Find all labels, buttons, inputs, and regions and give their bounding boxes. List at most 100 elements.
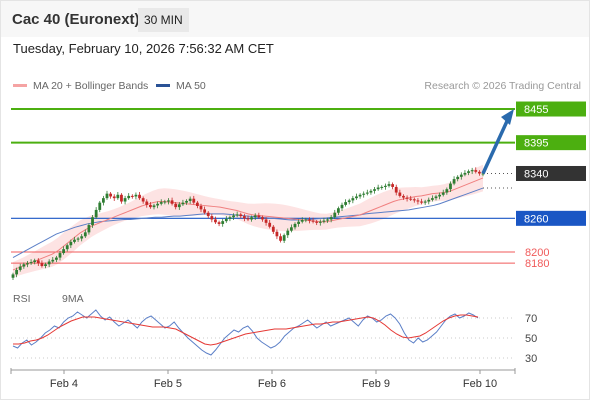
candle-body [40,263,44,266]
candle-body [445,189,449,193]
level-label-8455: 8455 [524,104,548,116]
candle-body [477,171,481,174]
candle-body [391,184,395,187]
legend-bollinger-label: MA 20 + Bollinger Bands [33,80,149,92]
candle-body [69,241,73,246]
candle-body [62,249,66,254]
candles-group [11,167,485,280]
rsi-tick-label: 50 [525,333,537,345]
level-label-8395: 8395 [524,138,548,150]
timestamp: Tuesday, February 10, 2026 7:56:32 AM CE… [13,41,274,56]
candle-body [387,184,391,186]
candle-body [351,198,355,201]
candle-body [257,215,261,218]
candle-body [156,203,160,206]
candle-body [148,204,152,208]
candle-body [394,186,398,193]
candle-body [159,202,163,204]
x-tick-label: Feb 9 [362,378,390,390]
candle-body [206,212,210,217]
candle-body [210,216,214,220]
candle-body [333,212,337,218]
candle-body [308,219,311,221]
candle-body [83,232,87,237]
ma50-swatch-icon [156,83,170,87]
candle-body [362,193,366,195]
candle-body [232,215,235,218]
candle-body [120,194,123,202]
candle-body [449,183,452,190]
candle-body [76,238,80,240]
candle-body [329,217,333,220]
candle-body [224,218,228,222]
candle-body [383,185,387,187]
candle-body [416,200,420,202]
candle-body [344,202,348,205]
candle-body [412,199,416,201]
legend-ma9: 9MA [62,293,84,305]
candle-body [101,198,105,203]
candle-body [44,264,47,266]
candle-body [282,235,286,241]
candle-body [214,219,217,223]
candle-body [358,194,362,197]
forecast-arrow-shaft [481,118,510,175]
candle-body [463,172,467,175]
candle-body [58,253,62,258]
candle-body [181,202,185,205]
candle-body [246,218,250,220]
candle-body [398,192,402,196]
candle-body [54,257,58,260]
candle-body [123,198,127,202]
candle-body [199,206,203,210]
candle-body [467,171,470,173]
candle-body [22,264,26,267]
candle-body [474,170,478,172]
candle-body [438,194,442,197]
candle-body [228,217,232,219]
candle-body [456,176,460,180]
candle-body [188,198,192,201]
level-tag-8395 [516,135,586,151]
candle-body [65,245,69,250]
level-label-8180: 8180 [525,258,549,270]
candle-body [91,217,94,226]
candle-body [355,196,358,199]
candle-body [242,216,246,219]
copyright: Research © 2026 Trading Central [424,80,581,92]
candle-body [112,196,116,199]
candle-body [434,196,438,199]
candle-body [192,198,196,203]
candle-body [347,200,351,203]
candle-body [459,174,463,177]
candle-body [18,266,22,270]
candle-body [47,261,51,265]
candle-body [423,201,427,203]
level-tag-8260 [516,210,586,226]
candle-body [185,200,188,203]
legend-ma50-label: MA 50 [176,80,206,92]
timeframe-badge[interactable]: 30 MIN [138,8,189,32]
legend-ma50: MA 50 [156,80,206,92]
level-label-8200: 8200 [525,247,549,259]
candle-body [430,198,434,200]
candle-body [289,227,293,231]
candle-body [268,222,272,227]
candle-body [452,179,456,184]
ma20-line [12,177,484,271]
legend-bollinger: MA 20 + Bollinger Bands [13,80,148,92]
candle-body [105,193,109,199]
candle-body [109,193,113,197]
candle-body [116,194,120,199]
candle-body [235,214,239,216]
candle-body [33,260,37,263]
candle-body [130,195,134,197]
header-bar: Cac 40 (Euronext) 30 MIN [1,1,589,37]
x-tick-label: Feb 5 [154,378,182,390]
candle-body [177,204,181,208]
candle-body [297,221,301,224]
candle-body [141,198,145,202]
candle-body [470,170,474,172]
candle-body [87,225,91,233]
candle-body [217,222,221,224]
